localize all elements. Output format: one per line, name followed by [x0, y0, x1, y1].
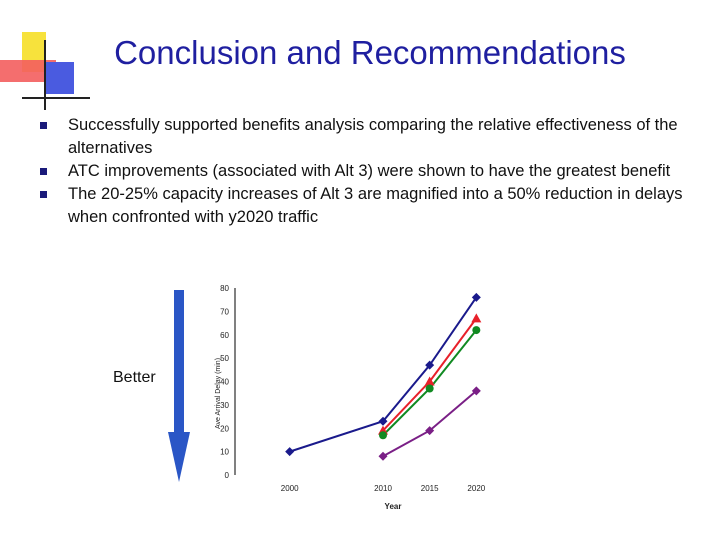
- square-bullet-icon: [40, 122, 47, 129]
- y-tick-label: 20: [220, 424, 229, 433]
- series-line-1: [382, 317, 478, 432]
- y-tick-label: 30: [220, 401, 229, 410]
- y-tick-label: 70: [220, 307, 229, 316]
- decor-hline: [22, 97, 90, 99]
- bullet-list: Successfully supported benefits analysis…: [40, 114, 705, 229]
- data-point: [378, 416, 388, 426]
- data-point: [471, 292, 481, 302]
- bullet-text: The 20-25% capacity increases of Alt 3 a…: [68, 185, 683, 226]
- y-tick-label: 40: [220, 378, 229, 387]
- y-tick-label: 10: [220, 448, 229, 457]
- x-axis-title: Year: [385, 502, 402, 511]
- x-tick-label: 2020: [467, 484, 485, 493]
- y-tick-label: 0: [225, 471, 230, 480]
- bullet-item: The 20-25% capacity increases of Alt 3 a…: [40, 183, 705, 229]
- data-point: [425, 360, 435, 370]
- chart-axes: 0 10 20 30 40 50 60 70 80 2000 2010 2015 2020 Year Ave…: [215, 284, 486, 511]
- data-point: [425, 426, 435, 436]
- data-point: [424, 376, 435, 386]
- y-tick-label: 60: [220, 331, 229, 340]
- data-point: [471, 313, 482, 323]
- y-axis-title: Ave Arrival Delay (min): [215, 358, 222, 429]
- data-point: [378, 451, 388, 461]
- y-tick-label: 80: [220, 284, 229, 293]
- data-point: [472, 326, 481, 335]
- data-point: [471, 386, 481, 396]
- delay-line-chart: 0 10 20 30 40 50 60 70 80 2000 2010 2015 2020 Year Ave…: [215, 284, 486, 511]
- bullet-item: Successfully supported benefits analysis…: [40, 114, 705, 160]
- square-bullet-icon: [40, 168, 47, 175]
- x-tick-label: 2010: [374, 484, 392, 493]
- series-markers: [285, 292, 482, 461]
- corner-decoration: [0, 0, 90, 115]
- data-point: [379, 431, 387, 440]
- decor-vline: [44, 40, 46, 110]
- series-line-0: [289, 296, 478, 453]
- series-line-3: [382, 390, 477, 458]
- down-arrow-icon: [168, 290, 190, 482]
- square-bullet-icon: [40, 191, 47, 198]
- data-point: [285, 447, 295, 457]
- y-tick-label: 50: [220, 354, 229, 363]
- bullet-text: ATC improvements (associated with Alt 3)…: [68, 162, 671, 180]
- bullet-item: ATC improvements (associated with Alt 3)…: [40, 160, 705, 183]
- slide-title: Conclusion and Recommendations: [114, 34, 626, 71]
- x-tick-label: 2015: [421, 484, 439, 493]
- bullet-text: Successfully supported benefits analysis…: [68, 116, 678, 157]
- better-label: Better: [113, 369, 156, 386]
- x-tick-label: 2000: [281, 484, 299, 493]
- blue-block: [44, 62, 74, 94]
- red-block: [0, 60, 56, 82]
- data-point: [425, 384, 434, 393]
